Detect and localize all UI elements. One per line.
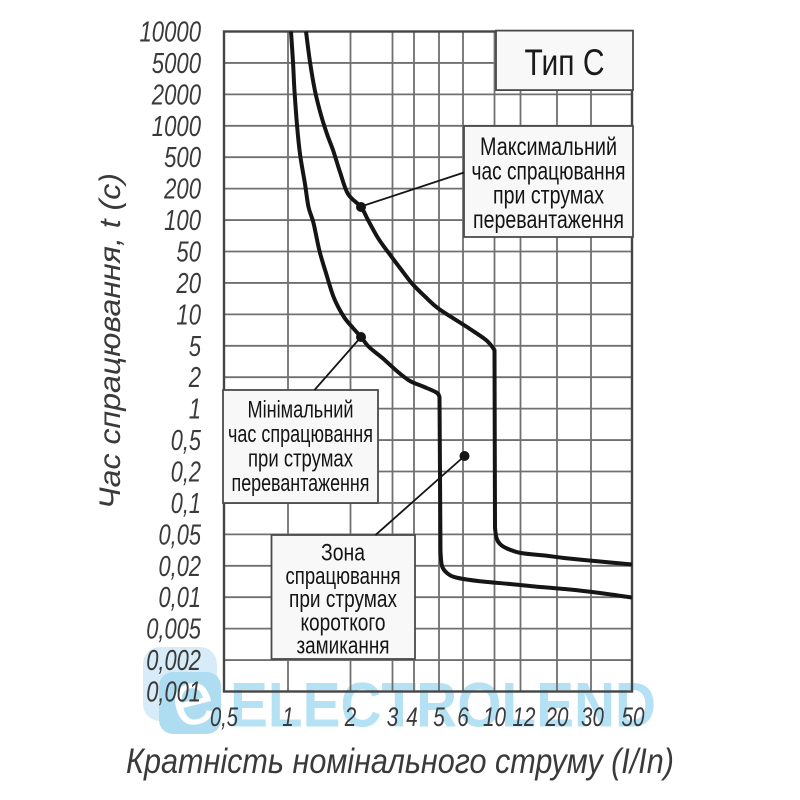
svg-text:0,005: 0,005 <box>146 614 201 646</box>
svg-text:перевантаження: перевантаження <box>473 206 624 234</box>
svg-text:0,02: 0,02 <box>159 551 202 583</box>
svg-text:5000: 5000 <box>152 48 201 80</box>
svg-text:Зона: Зона <box>321 540 366 567</box>
svg-text:0,1: 0,1 <box>171 488 201 520</box>
svg-text:3: 3 <box>387 702 399 732</box>
svg-text:0,2: 0,2 <box>171 457 201 489</box>
svg-text:Кратність номінального струму: Кратність номінального струму (I/In) <box>126 742 674 781</box>
svg-text:1000: 1000 <box>152 111 201 143</box>
svg-text:200: 200 <box>163 174 201 206</box>
svg-text:20: 20 <box>176 268 201 300</box>
svg-text:короткого: короткого <box>301 609 386 636</box>
svg-text:спрацювання: спрацювання <box>286 563 401 590</box>
svg-text:Час спрацювання, t (с): Час спрацювання, t (с) <box>94 173 127 509</box>
svg-text:50: 50 <box>176 237 201 269</box>
svg-text:0,001: 0,001 <box>146 677 201 709</box>
svg-text:2: 2 <box>188 362 201 394</box>
svg-text:0,05: 0,05 <box>159 519 202 551</box>
svg-text:0,5: 0,5 <box>171 425 202 457</box>
svg-text:при струмах: при струмах <box>493 182 604 210</box>
svg-text:замикання: замикання <box>297 633 390 660</box>
svg-text:6: 6 <box>457 702 469 732</box>
svg-text:1: 1 <box>189 394 201 426</box>
svg-text:Максимальний: Максимальний <box>480 133 617 161</box>
svg-text:10: 10 <box>483 702 506 732</box>
svg-text:50: 50 <box>622 702 645 732</box>
svg-text:час спрацювання: час спрацювання <box>472 157 626 185</box>
svg-text:ELECTROLEND: ELECTROLEND <box>230 671 656 741</box>
svg-text:30: 30 <box>581 702 604 732</box>
svg-text:2000: 2000 <box>151 79 201 111</box>
svg-text:10: 10 <box>176 299 201 331</box>
svg-text:0,002: 0,002 <box>146 645 201 677</box>
svg-text:5: 5 <box>189 331 202 363</box>
svg-text:при струмах: при струмах <box>289 586 397 613</box>
svg-text:0,01: 0,01 <box>159 582 202 614</box>
svg-text:100: 100 <box>164 205 201 237</box>
svg-text:12: 12 <box>513 702 536 732</box>
svg-text:500: 500 <box>164 142 201 174</box>
svg-text:1: 1 <box>282 702 294 732</box>
svg-text:Тип С: Тип С <box>525 42 605 83</box>
svg-text:час спрацювання: час спрацювання <box>228 421 373 448</box>
svg-text:2: 2 <box>344 702 356 732</box>
svg-text:0,5: 0,5 <box>210 702 239 732</box>
svg-text:Мінімальний: Мінімальний <box>248 397 354 424</box>
svg-text:20: 20 <box>545 702 569 732</box>
svg-text:4: 4 <box>406 702 418 732</box>
svg-text:перевантаження: перевантаження <box>232 470 370 497</box>
svg-text:5: 5 <box>433 702 445 732</box>
svg-text:при струмах: при струмах <box>248 446 353 473</box>
svg-text:10000: 10000 <box>140 17 202 49</box>
